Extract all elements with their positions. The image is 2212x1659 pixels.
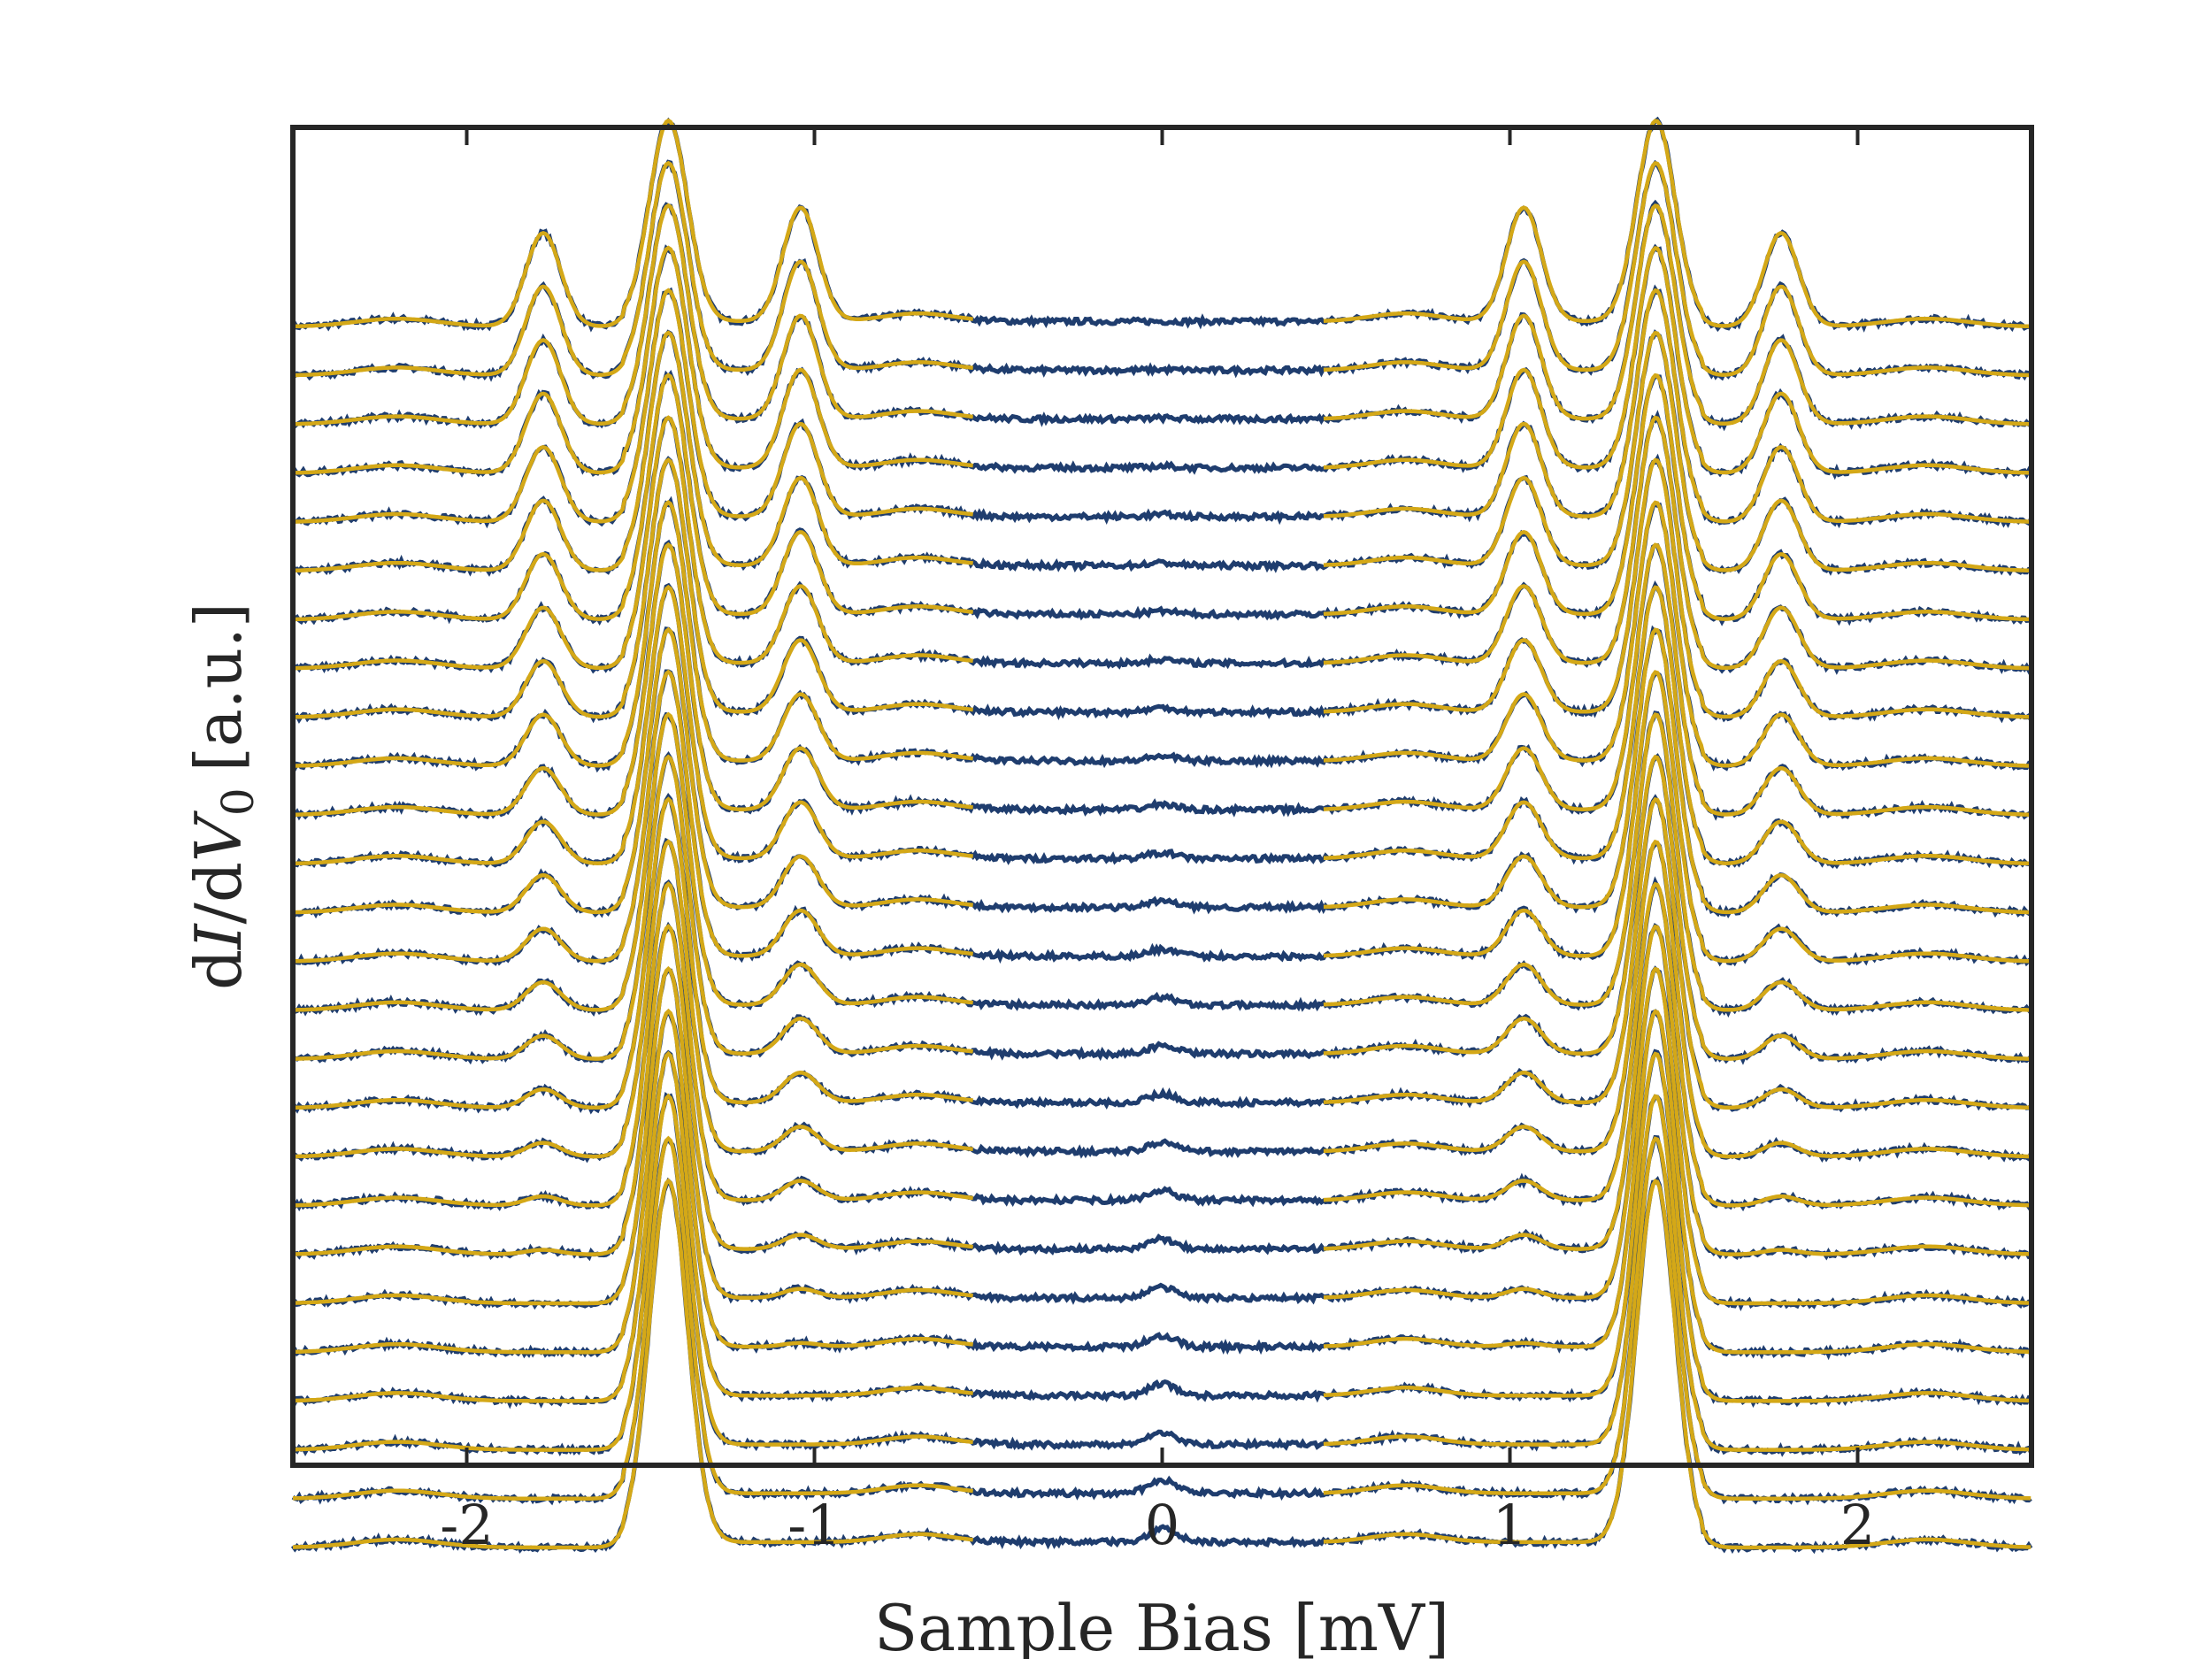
- trace-fit-5-left: [293, 330, 973, 573]
- trace-measured-13: [293, 669, 2032, 968]
- trace-fit-17-left: [292, 839, 973, 1159]
- trace-fit-20-right: [1323, 966, 2032, 1306]
- x-axis-tick-labels: -2 -1 0 1 2: [440, 1493, 1875, 1557]
- trace-fit-9-left: [292, 500, 973, 768]
- x-tick-label-2: 0: [1145, 1493, 1179, 1557]
- trace-fit-1-left: [292, 160, 973, 378]
- trace-fit-25-left: [292, 1178, 973, 1550]
- trace-fit-12-right: [1323, 627, 2032, 915]
- y-axis-label: dI/dV0[a.u.]: [181, 603, 264, 990]
- trace-fit-0-left: [292, 118, 973, 329]
- trace-fit-22-right: [1323, 1051, 2032, 1403]
- trace-fit-3-right: [1323, 245, 2032, 475]
- trace-fit-9-right: [1323, 500, 2032, 768]
- trace-fit-25-right: [1323, 1179, 2032, 1550]
- trace-fit-13-left: [293, 669, 973, 964]
- trace-fit-15-left: [293, 754, 973, 1061]
- x-tick-label-3: 1: [1493, 1493, 1527, 1557]
- trace-fit-18-left: [292, 881, 973, 1208]
- trace-fit-4-right: [1323, 288, 2032, 524]
- trace-fit-21-left: [293, 1008, 973, 1355]
- trace-fit-6-right: [1323, 373, 2032, 622]
- traces: [290, 116, 2033, 1555]
- trace-measured-9: [290, 495, 2032, 773]
- trace-fit-12-left: [293, 626, 973, 915]
- x-tick-label-4: 2: [1840, 1493, 1875, 1557]
- trace-fit-0-right: [1323, 119, 2032, 329]
- trace-fit-8-right: [1323, 457, 2032, 719]
- trace-fit-19-left: [292, 924, 973, 1256]
- trace-measured-16: [290, 792, 2032, 1115]
- trace-fit-23-right: [1323, 1094, 2032, 1452]
- trace-fit-16-left: [292, 796, 973, 1110]
- trace-fit-5-right: [1323, 330, 2032, 573]
- trace-fit-16-right: [1323, 797, 2032, 1110]
- trace-fit-20-left: [293, 965, 973, 1306]
- trace-fit-11-left: [292, 584, 973, 866]
- x-tick-label-1: -1: [787, 1493, 841, 1557]
- trace-fit-3-left: [292, 245, 973, 475]
- trace-measured-15: [292, 750, 2032, 1065]
- trace-fit-22-left: [293, 1050, 973, 1403]
- trace-fit-24-right: [1323, 1136, 2032, 1502]
- trace-fit-6-left: [293, 373, 973, 622]
- trace-fit-14-left: [293, 711, 973, 1012]
- trace-fit-1-right: [1323, 161, 2032, 378]
- trace-fit-24-left: [292, 1135, 973, 1502]
- trace-fit-15-right: [1323, 754, 2032, 1061]
- x-tick-label-0: -2: [440, 1493, 493, 1557]
- trace-fit-17-right: [1323, 839, 2032, 1159]
- trace-fit-13-right: [1323, 670, 2032, 964]
- trace-fit-18-right: [1323, 881, 2032, 1208]
- trace-measured-8: [291, 453, 2033, 725]
- trace-fit-7-right: [1323, 415, 2032, 671]
- trace-fit-10-right: [1323, 542, 2032, 818]
- trace-fit-19-right: [1323, 924, 2032, 1256]
- trace-fit-8-left: [292, 457, 973, 719]
- x-axis-ticks: [465, 127, 1860, 1465]
- trace-fit-11-right: [1323, 585, 2032, 866]
- x-axis-label: Sample Bias [mV]: [874, 1591, 1449, 1659]
- trace-measured-20: [292, 965, 2032, 1312]
- trace-fit-2-right: [1323, 204, 2032, 426]
- trace-fit-2-left: [292, 203, 973, 426]
- trace-fit-14-right: [1323, 712, 2032, 1012]
- trace-fit-23-left: [293, 1093, 973, 1452]
- trace-fit-21-right: [1323, 1009, 2032, 1355]
- trace-fit-7-left: [293, 415, 973, 671]
- trace-fit-10-left: [292, 541, 973, 818]
- trace-measured-1: [291, 159, 2032, 382]
- plot-frame: [290, 125, 2034, 1468]
- trace-fit-4-left: [293, 288, 973, 524]
- trace-measured-2: [290, 199, 2032, 432]
